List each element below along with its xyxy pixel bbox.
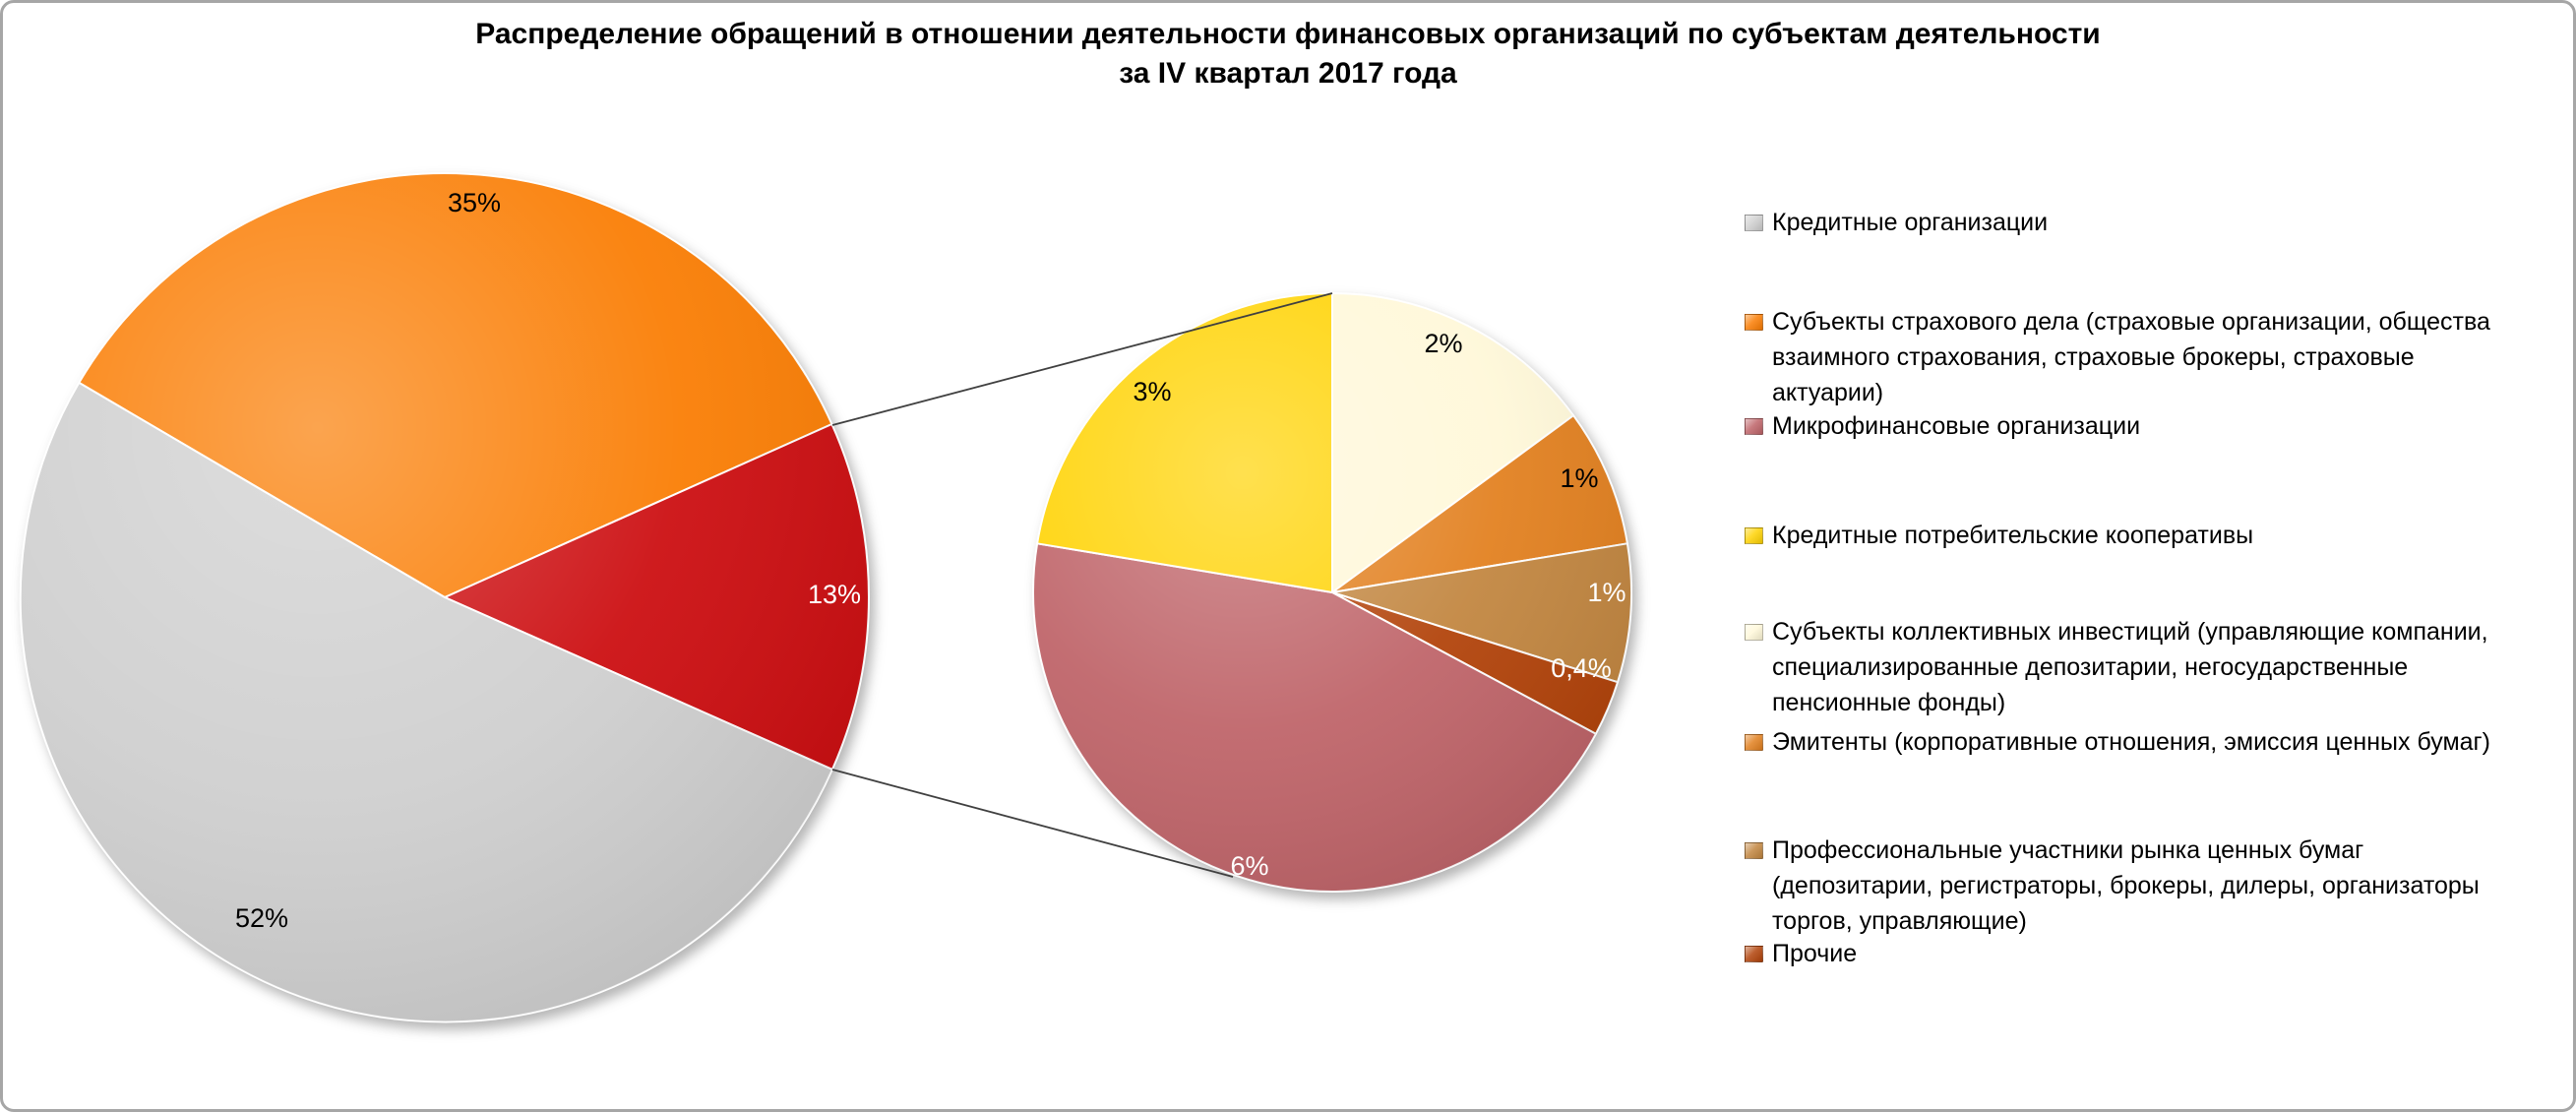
main-pie [19, 172, 870, 1023]
legend-label: Кредитные потребительские кооперативы [1772, 518, 2253, 553]
secondary-pie-data-label-1: 1% [1560, 463, 1598, 493]
legend-label-line: Микрофинансовые организации [1772, 412, 2141, 440]
chart-title-line1: Распределение обращений в отношении деят… [475, 18, 2101, 50]
secondary-pie [1032, 292, 1632, 893]
legend-label-line: Профессиональные участники рынка ценных … [1772, 836, 2364, 864]
chart-title: Распределение обращений в отношении деят… [3, 15, 2573, 93]
main-pie-data-label-2: 52% [235, 903, 288, 933]
secondary-pie-data-label-4: 6% [1230, 851, 1268, 881]
legend-label-line: Субъекты страхового дела (страховые орга… [1772, 308, 2490, 336]
secondary-pie-data-label-2: 1% [1587, 578, 1625, 607]
legend-label: Эмитенты (корпоративные отношения, эмисс… [1772, 724, 2490, 760]
legend-swatch-icon [1745, 527, 1763, 544]
legend-label: Профессиональные участники рынка ценных … [1772, 833, 2480, 939]
main-pie-data-label-1: 13% [808, 580, 861, 609]
legend-label-line: взаимного страхования, страховые брокеры… [1772, 343, 2415, 371]
legend-label-line: Эмитенты (корпоративные отношения, эмисс… [1772, 728, 2490, 756]
legend-item-3: Кредитные потребительские кооперативы [1745, 518, 2253, 553]
legend-swatch-icon [1745, 418, 1763, 435]
legend-item-4: Субъекты коллективных инвестиций (управл… [1745, 614, 2488, 720]
legend-label-line: Кредитные организации [1772, 209, 2049, 236]
legend-label: Микрофинансовые организации [1772, 408, 2140, 444]
legend-item-0: Кредитные организации [1745, 205, 2048, 240]
legend-label-line: пенсионные фонды) [1772, 689, 2006, 716]
legend-swatch-icon [1745, 624, 1763, 641]
legend-item-5: Эмитенты (корпоративные отношения, эмисс… [1745, 724, 2490, 760]
main-pie-sheen [21, 173, 869, 1021]
secondary-pie-data-label-0: 2% [1424, 329, 1462, 358]
legend-label-line: актуарии) [1772, 379, 1884, 406]
legend-swatch-icon [1745, 215, 1763, 231]
connector-line-1 [831, 769, 1234, 878]
legend-label-line: специализированные депозитарии, негосуда… [1772, 653, 2409, 681]
legend-label-line: торгов, управляющие) [1772, 907, 2027, 935]
legend-label: Прочие [1772, 936, 1857, 971]
connector-line-0 [831, 292, 1333, 426]
legend-label: Субъекты страхового дела (страховые орга… [1772, 304, 2490, 410]
secondary-pie-data-label-3: 0,4% [1551, 653, 1612, 683]
legend-label-line: Прочие [1772, 940, 1858, 967]
legend: Кредитные организации Субъекты страхового… [1745, 3, 2573, 1109]
secondary-pie-data-label-5: 3% [1133, 377, 1171, 406]
legend-label-line: Субъекты коллективных инвестиций (управл… [1772, 618, 2488, 646]
legend-swatch-icon [1745, 314, 1763, 331]
legend-item-7: Прочие [1745, 936, 1857, 971]
legend-label: Кредитные организации [1772, 205, 2048, 240]
legend-item-2: Микрофинансовые организации [1745, 408, 2140, 444]
legend-label: Субъекты коллективных инвестиций (управл… [1772, 614, 2488, 720]
legend-swatch-icon [1745, 842, 1763, 859]
legend-swatch-icon [1745, 734, 1763, 751]
chart-title-line2: за IV квартал 2017 года [1119, 57, 1457, 90]
legend-item-1: Субъекты страхового дела (страховые орга… [1745, 304, 2490, 410]
main-pie-data-label-0: 35% [448, 188, 501, 217]
legend-label-line: Кредитные потребительские кооперативы [1772, 522, 2254, 549]
legend-label-line: (депозитарии, регистраторы, брокеры, дил… [1772, 872, 2480, 899]
secondary-pie-sheen [1033, 293, 1631, 892]
legend-swatch-icon [1745, 946, 1763, 962]
legend-item-6: Профессиональные участники рынка ценных … [1745, 833, 2480, 939]
pie-of-pie-chart: 35% 13% 52% 2% 1% 1% 0,4% 6% 3% [19, 172, 1632, 1023]
